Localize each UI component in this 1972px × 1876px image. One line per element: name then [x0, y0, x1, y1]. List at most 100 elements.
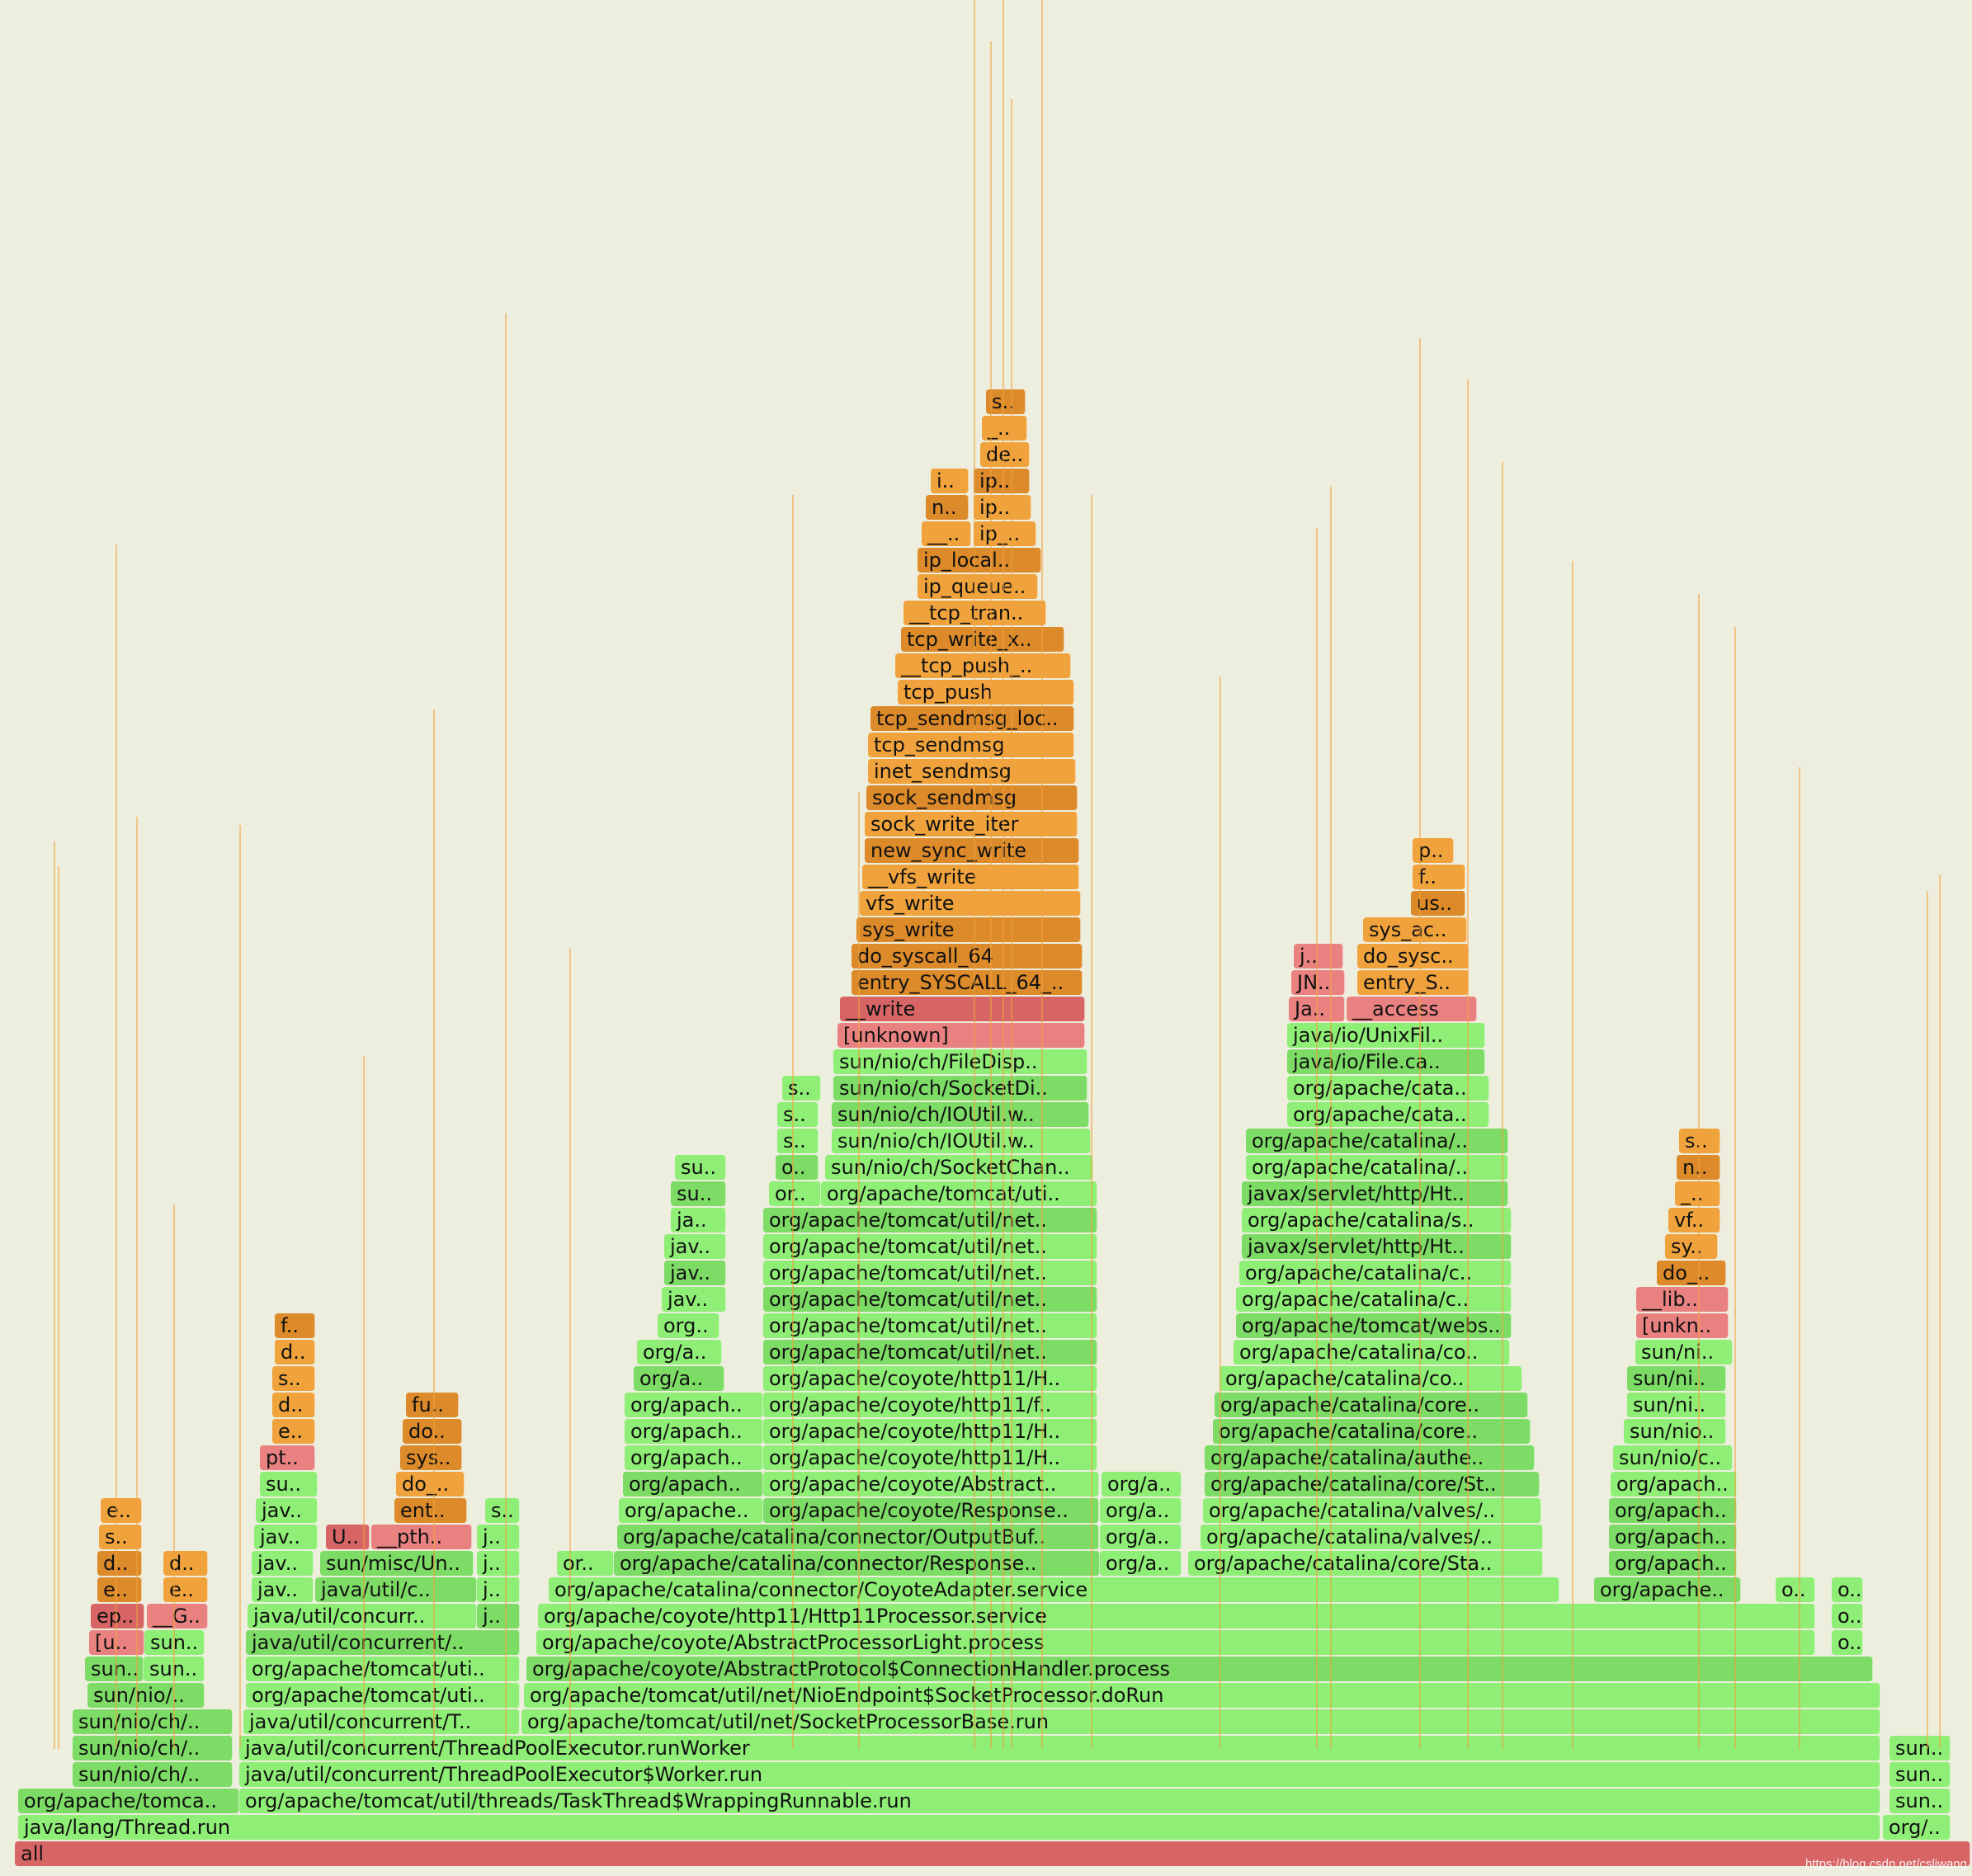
stack-frame[interactable]: org/apache/coyote/Abstract..	[763, 1472, 1099, 1497]
stack-frame[interactable]: org/apache/catalina/..	[1246, 1155, 1508, 1180]
stack-frame[interactable]: org/apache/catalina/co..	[1234, 1340, 1510, 1365]
stack-frame[interactable]: javax/servlet/http/Ht..	[1242, 1181, 1508, 1206]
stack-frame[interactable]: _..	[982, 416, 1027, 441]
stack-frame[interactable]: sun/nio/ch/IOUtil.w..	[832, 1102, 1089, 1127]
stack-frame[interactable]: org/apache/tomcat/util/net..	[763, 1234, 1097, 1259]
stack-frame[interactable]: org/apache/coyote/http11/f..	[763, 1393, 1097, 1417]
stack-frame[interactable]: java/util/concurrent/ThreadPoolExecutor.…	[239, 1736, 1880, 1761]
stack-frame[interactable]: U..	[326, 1525, 370, 1549]
stack-frame[interactable]: ip_local..	[918, 548, 1041, 573]
stack-frame[interactable]: sun/nio/ch/SocketChan..	[825, 1155, 1093, 1180]
stack-frame[interactable]: __vfs_write	[862, 865, 1079, 889]
stack-frame[interactable]: java/util/c..	[315, 1577, 477, 1602]
stack-frame[interactable]: ep..	[91, 1604, 144, 1629]
stack-frame[interactable]: sun/nio/ch/FileDisp..	[833, 1049, 1087, 1074]
stack-frame[interactable]: do..	[403, 1419, 462, 1444]
stack-frame[interactable]: org/apach..	[625, 1445, 763, 1470]
stack-frame[interactable]: [u..	[89, 1630, 144, 1655]
stack-frame[interactable]: sy..	[1665, 1234, 1718, 1259]
stack-frame[interactable]: org/a..	[637, 1340, 722, 1365]
stack-frame[interactable]: org/apache/catalina/core..	[1215, 1393, 1528, 1417]
stack-frame[interactable]: org/apache..	[619, 1498, 763, 1523]
stack-frame[interactable]: o..	[1832, 1604, 1863, 1629]
stack-frame[interactable]: sys..	[400, 1445, 462, 1470]
stack-frame[interactable]: [unkn..	[1636, 1313, 1729, 1338]
stack-frame[interactable]: __G..	[147, 1604, 208, 1629]
stack-frame[interactable]: org/apache/coyote/AbstractProtocol$Conne…	[526, 1657, 1873, 1681]
stack-frame[interactable]: tcp_sendmsg	[868, 733, 1074, 757]
stack-frame[interactable]: jav..	[664, 1234, 726, 1259]
stack-frame[interactable]: org/apache/tomcat/util/threads/TaskThrea…	[239, 1789, 1880, 1813]
stack-frame[interactable]: jav..	[252, 1577, 314, 1602]
stack-frame[interactable]: sun/misc/Un..	[320, 1551, 474, 1576]
stack-frame[interactable]: sun/nio..	[1624, 1419, 1726, 1444]
stack-frame[interactable]: j..	[477, 1577, 520, 1602]
stack-frame[interactable]: org/a..	[1100, 1551, 1182, 1576]
stack-frame[interactable]: s..	[777, 1129, 819, 1153]
stack-frame[interactable]: o..	[1832, 1577, 1863, 1602]
stack-frame[interactable]: or..	[769, 1181, 821, 1206]
stack-frame[interactable]: org/apache/tomca..	[18, 1789, 239, 1813]
stack-frame[interactable]: org/apach..	[623, 1472, 763, 1497]
stack-frame[interactable]: j..	[1294, 944, 1343, 969]
stack-frame[interactable]: su..	[675, 1155, 726, 1180]
stack-frame[interactable]: java/util/concurrent/T..	[243, 1709, 520, 1734]
stack-frame[interactable]: org/apache/coyote/http11/H..	[763, 1419, 1097, 1444]
stack-frame[interactable]: jav..	[256, 1498, 318, 1523]
stack-frame[interactable]: s..	[1679, 1129, 1720, 1153]
stack-frame[interactable]: de..	[980, 442, 1030, 467]
stack-frame[interactable]: do_sysc..	[1357, 944, 1469, 969]
stack-frame[interactable]: jav..	[252, 1551, 314, 1576]
stack-frame[interactable]: o..	[776, 1155, 819, 1180]
stack-frame[interactable]: org/apache/catalina/s..	[1242, 1208, 1512, 1233]
stack-frame[interactable]: su..	[671, 1181, 726, 1206]
stack-frame[interactable]: javax/servlet/http/Ht..	[1242, 1234, 1512, 1259]
stack-frame[interactable]: do_syscall_64	[852, 944, 1083, 969]
stack-frame[interactable]: jav..	[254, 1525, 318, 1549]
stack-frame[interactable]: org/apache/catalina/c..	[1236, 1287, 1512, 1312]
stack-frame[interactable]: org/apache/catalina/c..	[1239, 1261, 1512, 1285]
stack-frame[interactable]: org/apache/tomcat/util/net..	[763, 1287, 1097, 1312]
stack-frame[interactable]: e..	[101, 1498, 142, 1523]
stack-frame[interactable]: org/a..	[634, 1366, 724, 1391]
stack-frame[interactable]: j..	[477, 1525, 520, 1549]
stack-frame[interactable]: s..	[485, 1498, 520, 1523]
stack-frame[interactable]: jav..	[664, 1261, 726, 1285]
stack-frame[interactable]: e..	[163, 1577, 208, 1602]
stack-frame[interactable]: __access	[1347, 997, 1477, 1021]
stack-frame[interactable]: new_sync_write	[865, 838, 1079, 863]
stack-frame[interactable]: inet_sendmsg	[868, 759, 1076, 784]
stack-frame[interactable]: java/io/UnixFil..	[1287, 1023, 1485, 1048]
stack-frame[interactable]: org/a..	[1100, 1498, 1182, 1523]
stack-frame[interactable]: jav..	[662, 1287, 726, 1312]
stack-frame[interactable]: org/apach..	[625, 1393, 763, 1417]
stack-frame[interactable]: s..	[777, 1102, 819, 1127]
stack-frame[interactable]: ip_queue..	[918, 574, 1038, 599]
stack-frame[interactable]: tcp_sendmsg_loc..	[870, 706, 1074, 731]
stack-frame[interactable]: tcp_push	[898, 680, 1074, 705]
stack-frame[interactable]: sys_ac..	[1363, 917, 1467, 942]
stack-frame[interactable]: sun..	[1889, 1762, 1951, 1787]
stack-frame[interactable]: org/apach..	[1609, 1498, 1737, 1523]
stack-frame[interactable]: org/a..	[1100, 1525, 1182, 1549]
stack-frame[interactable]: all	[15, 1841, 1970, 1866]
stack-frame[interactable]: org/apache/tomcat/webs..	[1236, 1313, 1512, 1338]
stack-frame[interactable]: entry_S..	[1357, 970, 1469, 995]
stack-frame[interactable]: j..	[477, 1551, 520, 1576]
stack-frame[interactable]: org/apache/tomcat/uti..	[821, 1181, 1097, 1206]
stack-frame[interactable]: s..	[782, 1076, 821, 1101]
stack-frame[interactable]: sun/nio/c..	[1613, 1445, 1733, 1470]
stack-frame[interactable]: JN..	[1291, 970, 1345, 995]
stack-frame[interactable]: __lib..	[1636, 1287, 1729, 1312]
stack-frame[interactable]: ent..	[394, 1498, 467, 1523]
stack-frame[interactable]: org/apache/tomcat/uti..	[246, 1657, 520, 1681]
stack-frame[interactable]: n..	[926, 495, 969, 520]
stack-frame[interactable]: sun..	[1889, 1736, 1951, 1761]
stack-frame[interactable]: sun/nio/ch/IOUtil.w..	[832, 1129, 1091, 1153]
stack-frame[interactable]: org/apache/coyote/http11/Http11Processor…	[538, 1604, 1815, 1629]
stack-frame[interactable]: vf..	[1668, 1208, 1720, 1233]
stack-frame[interactable]: tcp_write_x..	[901, 627, 1064, 652]
stack-frame[interactable]: sun/ni..	[1627, 1393, 1726, 1417]
stack-frame[interactable]: ip..	[974, 469, 1030, 493]
stack-frame[interactable]: ip_..	[974, 521, 1036, 546]
